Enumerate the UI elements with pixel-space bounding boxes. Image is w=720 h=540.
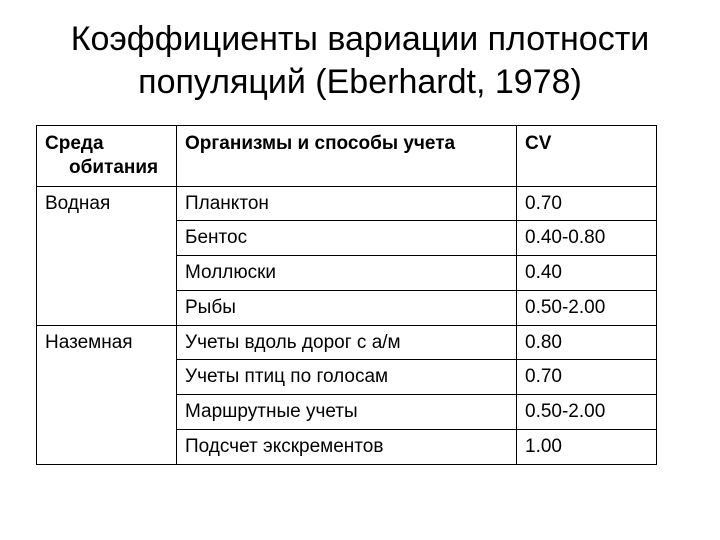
cv-cell: 0.50-2.00 bbox=[517, 290, 657, 325]
org-cell: Учеты птиц по голосам bbox=[177, 360, 517, 395]
env-cell: Водная bbox=[37, 186, 177, 325]
org-cell: Моллюски bbox=[177, 256, 517, 291]
col-header-org: Организмы и способы учета bbox=[177, 126, 517, 187]
org-cell: Учеты вдоль дорог с а/м bbox=[177, 325, 517, 360]
slide: Коэффициенты вариации плотности популяци… bbox=[0, 0, 720, 540]
table-header: Среда обитания Организмы и способы учета… bbox=[37, 126, 657, 187]
col-header-env-line2: обитания bbox=[45, 156, 170, 180]
cv-cell: 0.40-0.80 bbox=[517, 221, 657, 256]
table-body: Водная Планктон 0.70 Бентос 0.40-0.80 Мо… bbox=[37, 186, 657, 464]
col-header-env-line1: Среда bbox=[45, 133, 104, 154]
table-row: Наземная Учеты вдоль дорог с а/м 0.80 bbox=[37, 325, 657, 360]
cv-cell: 0.40 bbox=[517, 256, 657, 291]
cv-cell: 0.50-2.00 bbox=[517, 395, 657, 430]
cv-cell: 0.70 bbox=[517, 186, 657, 221]
col-header-cv: CV bbox=[517, 126, 657, 187]
org-cell: Бентос bbox=[177, 221, 517, 256]
table-header-row: Среда обитания Организмы и способы учета… bbox=[37, 126, 657, 187]
org-cell: Планктон bbox=[177, 186, 517, 221]
cv-cell: 0.80 bbox=[517, 325, 657, 360]
cv-cell: 0.70 bbox=[517, 360, 657, 395]
org-cell: Рыбы bbox=[177, 290, 517, 325]
col-header-env: Среда обитания bbox=[37, 126, 177, 187]
table-row: Водная Планктон 0.70 bbox=[37, 186, 657, 221]
cv-table: Среда обитания Организмы и способы учета… bbox=[36, 125, 657, 465]
slide-title: Коэффициенты вариации плотности популяци… bbox=[18, 18, 702, 103]
org-cell: Маршрутные учеты bbox=[177, 395, 517, 430]
org-cell: Подсчет экскрементов bbox=[177, 429, 517, 464]
env-cell: Наземная bbox=[37, 325, 177, 464]
cv-cell: 1.00 bbox=[517, 429, 657, 464]
